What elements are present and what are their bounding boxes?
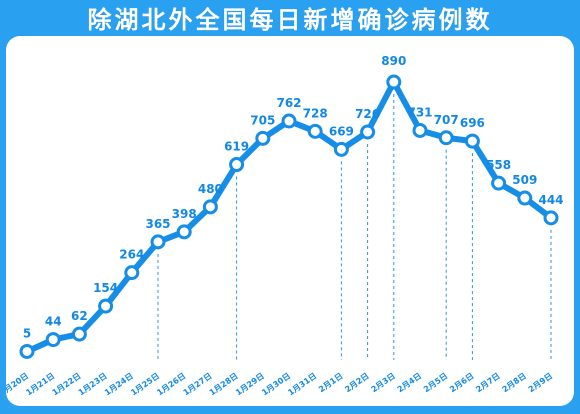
- data-label-4: 154: [93, 281, 118, 295]
- data-point-9: [229, 157, 245, 173]
- x-tick-label-5: 1月24日: [103, 371, 135, 397]
- data-label-9: 619: [224, 140, 249, 154]
- x-tick-label-16: 2月4日: [396, 371, 423, 394]
- data-label-12: 728: [303, 106, 328, 120]
- x-tick-label-12: 1月31日: [286, 371, 318, 397]
- guide-lines: [157, 94, 552, 360]
- data-point-21: [543, 210, 559, 226]
- x-tick-label-6: 1月25日: [129, 371, 161, 397]
- x-tick-label-13: 2月1日: [317, 371, 344, 394]
- chart-panel: 5 44 62 154 264 365 398 480 619 705 762 728 669 726 89…: [6, 36, 574, 406]
- data-label-20: 509: [512, 173, 537, 187]
- x-tick-label-18: 2月6日: [448, 371, 475, 394]
- data-point-4: [98, 298, 114, 314]
- x-tick-label-2: 1月21日: [24, 371, 56, 397]
- x-tick-label-21: 2月9日: [527, 371, 554, 394]
- data-label-11: 762: [276, 96, 301, 110]
- data-point-14: [360, 124, 376, 140]
- x-tick-label-11: 1月30日: [260, 371, 292, 397]
- data-label-14: 726: [355, 107, 380, 121]
- data-label-16: 731: [407, 105, 432, 119]
- data-label-17: 707: [434, 113, 459, 127]
- data-label-2: 44: [45, 315, 62, 329]
- x-tick-label-14: 2月2日: [343, 371, 370, 394]
- x-tick-label-3: 1月22日: [51, 371, 83, 397]
- data-label-1: 5: [23, 326, 31, 340]
- data-point-6: [150, 234, 166, 250]
- x-tick-label-4: 1月23日: [77, 371, 109, 397]
- data-label-10: 705: [250, 113, 275, 127]
- data-label-8: 480: [198, 182, 223, 196]
- data-point-7: [176, 224, 192, 240]
- data-point-10: [255, 130, 271, 146]
- data-label-18: 696: [460, 116, 485, 130]
- data-point-20: [517, 190, 533, 206]
- x-tick-label-7: 1月26日: [155, 371, 187, 397]
- x-axis-tick-labels: 1月20日1月21日1月22日1月23日1月24日1月25日1月26日1月27日…: [6, 371, 554, 397]
- x-tick-label-10: 1月29日: [234, 371, 266, 397]
- data-point-1: [19, 343, 35, 359]
- page-title: 除湖北外全国每日新增确诊病例数: [87, 6, 493, 34]
- data-label-19: 558: [486, 158, 511, 172]
- data-label-21: 444: [538, 193, 563, 207]
- data-point-2: [45, 332, 61, 348]
- data-point-17: [438, 130, 454, 146]
- x-tick-label-8: 1月27日: [182, 371, 214, 397]
- x-tick-label-9: 1月28日: [208, 371, 240, 397]
- x-tick-label-19: 2月7日: [474, 371, 501, 394]
- data-point-5: [124, 265, 140, 281]
- x-tick-label-15: 2月3日: [370, 371, 397, 394]
- series-points: [19, 74, 559, 359]
- data-point-19: [491, 175, 507, 191]
- data-label-15: 890: [381, 54, 406, 68]
- data-point-11: [281, 113, 297, 129]
- data-point-13: [333, 141, 349, 157]
- data-label-6: 365: [145, 217, 170, 231]
- data-point-15: [386, 74, 402, 90]
- data-point-8: [202, 199, 218, 215]
- data-point-12: [307, 123, 323, 139]
- data-label-13: 669: [329, 124, 354, 138]
- data-label-7: 398: [172, 207, 197, 221]
- data-point-3: [71, 326, 87, 342]
- data-label-3: 62: [71, 309, 88, 323]
- data-label-5: 264: [119, 248, 144, 262]
- data-point-18: [464, 133, 480, 149]
- x-tick-label-17: 2月5日: [422, 371, 449, 394]
- data-point-16: [412, 122, 428, 138]
- x-tick-label-20: 2月8日: [501, 371, 528, 394]
